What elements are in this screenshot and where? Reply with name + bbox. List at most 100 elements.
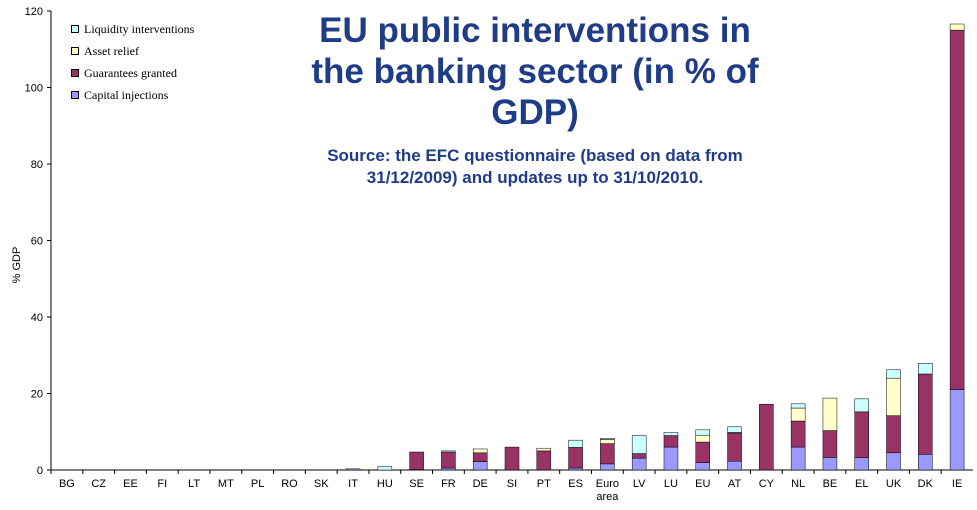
- x-tick-label: ES: [568, 478, 583, 490]
- x-tick-label: CY: [759, 478, 775, 490]
- x-tick-label: DK: [918, 478, 934, 490]
- bar-asset-relief: [600, 439, 615, 444]
- bar-liquidity-interventions: [790, 403, 806, 409]
- x-tick-label: IT: [348, 478, 358, 490]
- bar-capital-injections: [918, 454, 933, 471]
- x-tick-label: SK: [314, 478, 329, 490]
- title-block: EU public interventions in the banking s…: [300, 10, 770, 189]
- legend-label-liquidity: Liquidity interventions: [84, 21, 195, 36]
- bar-guarantees-granted: [790, 420, 806, 448]
- bar-guarantees-granted: [631, 453, 647, 459]
- bar-capital-injections: [886, 452, 901, 471]
- bar-capital-injections: [790, 446, 806, 471]
- bar-guarantees-granted: [409, 451, 424, 470]
- bar-liquidity-interventions: [377, 466, 393, 471]
- bar-guarantees-granted: [663, 435, 679, 448]
- legend-item-liquidity: Liquidity interventions: [71, 18, 194, 40]
- y-tick-label: 60: [31, 236, 43, 248]
- legend-item-guarantees: Guarantees granted: [71, 62, 194, 84]
- bar-capital-injections: [949, 389, 965, 471]
- bar-liquidity-interventions: [568, 439, 583, 448]
- bar-guarantees-granted: [886, 415, 901, 454]
- bar-capital-injections: [822, 457, 838, 471]
- bar-guarantees-granted: [854, 411, 869, 459]
- bar-guarantees-granted: [441, 451, 456, 469]
- y-tick-label: 100: [25, 83, 43, 95]
- x-tick-label: SE: [409, 478, 424, 490]
- legend-swatch-liquidity: [71, 25, 79, 33]
- bar-guarantees-granted: [727, 432, 742, 462]
- y-tick-label: 80: [31, 159, 43, 171]
- x-tick-label: FR: [441, 478, 456, 490]
- legend-item-asset-relief: Asset relief: [71, 40, 194, 62]
- bar-liquidity-interventions: [600, 438, 615, 440]
- bar-capital-injections: [854, 457, 869, 471]
- x-tick-label: PT: [537, 478, 551, 490]
- bar-capital-injections: [631, 457, 647, 471]
- y-tick-label: 20: [31, 389, 43, 401]
- x-tick-label: PL: [251, 478, 264, 490]
- x-tick-label: SI: [507, 478, 517, 490]
- x-tick-label: IE: [952, 478, 962, 490]
- x-tick-label: RO: [281, 478, 298, 490]
- bar-guarantees-granted: [536, 450, 552, 471]
- x-tick-label: Euro area: [596, 478, 620, 503]
- y-axis-label: % GDP: [11, 247, 23, 284]
- bar-liquidity-interventions: [695, 429, 711, 436]
- bar-guarantees-granted: [695, 441, 711, 463]
- bar-liquidity-interventions: [886, 369, 901, 379]
- y-tick-label: 0: [37, 465, 43, 477]
- bar-asset-relief: [822, 397, 838, 431]
- bar-guarantees-granted: [759, 403, 774, 471]
- bar-liquidity-interventions: [631, 435, 647, 454]
- bars: [345, 23, 965, 471]
- x-tick-label: EL: [855, 478, 868, 490]
- bar-asset-relief: [472, 448, 488, 454]
- x-tick-label: EU: [695, 478, 710, 490]
- bar-liquidity-interventions: [663, 432, 679, 436]
- bar-guarantees-granted: [504, 446, 520, 471]
- bar-guarantees-granted: [949, 29, 965, 390]
- legend-swatch-asset-relief: [71, 47, 79, 55]
- bar-capital-injections: [441, 467, 456, 471]
- x-tick-label: HU: [377, 478, 393, 490]
- bar-guarantees-granted: [600, 443, 615, 465]
- x-tick-label: UK: [886, 478, 902, 490]
- bar-guarantees-granted: [568, 447, 583, 469]
- bar-asset-relief: [949, 23, 965, 31]
- legend-label-asset-relief: Asset relief: [84, 43, 139, 58]
- x-tick-label: DE: [473, 478, 488, 490]
- bar-asset-relief: [695, 434, 711, 443]
- legend-swatch-guarantees: [71, 69, 79, 77]
- legend-label-guarantees: Guarantees granted: [84, 65, 177, 80]
- x-tick-label: BE: [823, 478, 838, 490]
- x-tick-label: EE: [123, 478, 138, 490]
- bar-liquidity-interventions: [918, 363, 933, 375]
- bar-capital-injections: [345, 468, 361, 471]
- tick-labels: 0 20 40 60 80 100 120 BG CZ EE FI LT MT PL RO SK IT HU SE F…: [25, 6, 963, 503]
- x-tick-label: BG: [59, 478, 75, 490]
- bar-capital-injections: [727, 460, 742, 471]
- bar-liquidity-interventions: [854, 398, 869, 413]
- x-tick-label: NL: [791, 478, 805, 490]
- bar-asset-relief: [790, 407, 806, 422]
- legend: Liquidity interventions Asset relief Gua…: [71, 18, 194, 106]
- legend-item-capital: Capital injections: [71, 84, 194, 106]
- bar-capital-injections: [472, 461, 488, 471]
- x-tick-label: LT: [188, 478, 200, 490]
- x-tick-label: MT: [218, 478, 234, 490]
- bar-liquidity-interventions: [441, 450, 456, 453]
- legend-label-capital: Capital injections: [84, 87, 169, 102]
- legend-swatch-capital: [71, 91, 79, 99]
- bar-capital-injections: [663, 446, 679, 471]
- x-tick-label: CZ: [91, 478, 106, 490]
- bar-capital-injections: [695, 462, 711, 471]
- bar-asset-relief: [536, 447, 552, 452]
- bar-liquidity-interventions: [727, 426, 742, 433]
- x-tick-label: LU: [664, 478, 678, 490]
- x-tick-label: FI: [157, 478, 167, 490]
- y-tick-label: 40: [31, 312, 43, 324]
- bar-asset-relief: [886, 377, 901, 416]
- x-tick-label: LV: [633, 478, 646, 490]
- bar-guarantees-granted: [918, 373, 933, 455]
